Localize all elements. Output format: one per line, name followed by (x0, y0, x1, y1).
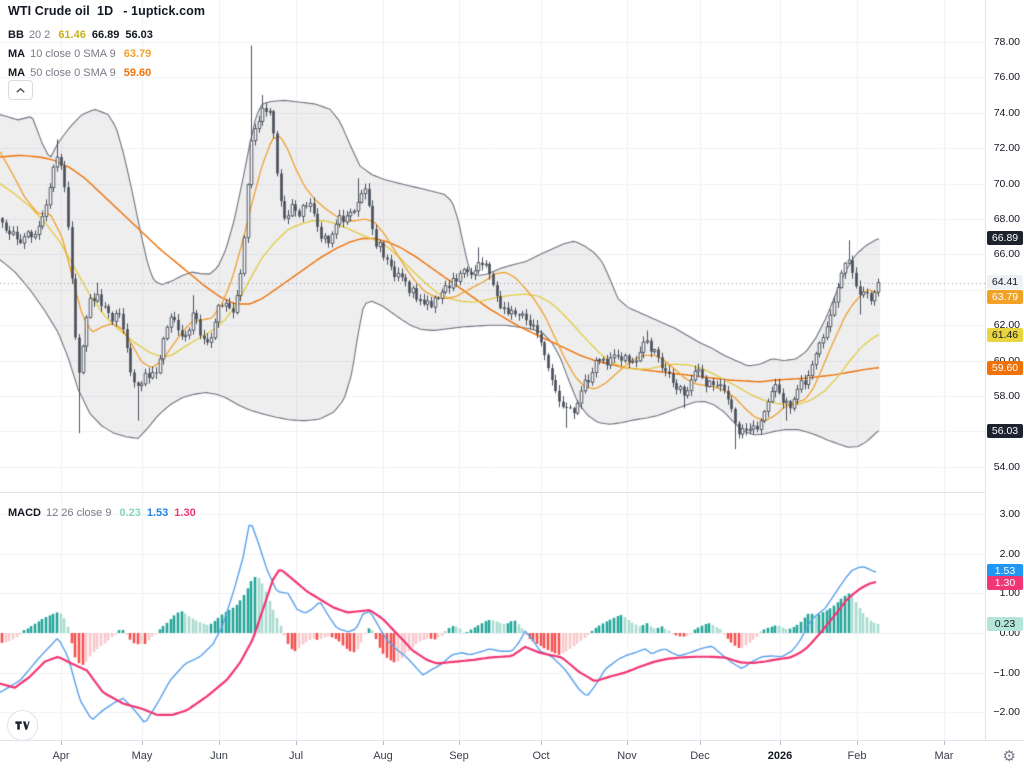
bb-lower-value: 56.03 (125, 28, 153, 41)
time-axis-label: Aug (373, 750, 393, 762)
time-axis-tick (61, 741, 62, 745)
ma50-indicator-name: MA (8, 66, 26, 79)
price-tick-label: 3.00 (999, 508, 1020, 521)
legend-row-bb[interactable]: BB 20 2 61.46 66.89 56.03 (8, 25, 205, 44)
pane-divider[interactable] (0, 492, 1024, 493)
time-axis-label: Dec (690, 750, 710, 762)
time-axis-tick (219, 741, 220, 745)
macd-hist-value: 0.23 (119, 506, 141, 519)
bb-params: 20 2 (28, 28, 51, 41)
legend-collapse-button[interactable] (8, 80, 33, 100)
time-axis-tick (142, 741, 143, 745)
price-axis-badge: 63.79 (987, 290, 1023, 304)
price-tick-label: 54.00 (993, 460, 1020, 473)
price-tick-label: 2.00 (999, 547, 1020, 560)
time-axis-label: Jul (288, 750, 304, 762)
time-axis[interactable]: ⚙ Apr May Jun Jul Aug Sep Oct Nov Dec 2026 Feb Mar (0, 740, 1024, 768)
macd-line-value: 1.53 (146, 506, 169, 519)
time-axis-tick (541, 741, 542, 745)
price-axis[interactable]: 78.00 76.00 74.00 72.00 70.00 68.00 66.00 62.00… (985, 0, 1024, 740)
macd-signal-value: 1.30 (174, 506, 196, 519)
macd-indicator-canvas[interactable] (0, 492, 985, 740)
time-axis-label: Oct (532, 750, 550, 762)
price-axis-badge: 59.60 (987, 361, 1023, 375)
bb-indicator-name: BB (8, 28, 24, 41)
time-axis-label: 2026 (767, 750, 793, 762)
tradingview-logo[interactable] (7, 710, 38, 741)
price-tick-label: 70.00 (993, 177, 1020, 190)
legend-row-ma50[interactable]: MA 50 close 0 SMA 9 59.60 (8, 63, 205, 82)
bb-upper-value: 66.89 (91, 28, 120, 41)
legend-row-macd[interactable]: MACD 12 26 close 9 0.23 1.53 1.30 (8, 503, 202, 522)
ma50-value: 59.60 (123, 66, 152, 79)
symbol-title[interactable]: WTI Crude oil 1D - 1uptick.com (8, 4, 205, 18)
price-tick-label: −1.00 (993, 666, 1020, 679)
price-axis-badge: 61.46 (987, 328, 1023, 342)
price-axis-badge: 1.30 (987, 576, 1023, 590)
price-tick-label: 78.00 (993, 36, 1020, 48)
main-price-chart-canvas[interactable] (0, 0, 985, 492)
macd-indicator-name: MACD (8, 506, 41, 519)
price-tick-label: 74.00 (993, 106, 1020, 119)
bb-basis-value: 61.46 (58, 28, 86, 41)
price-axis-badge: 66.89 (987, 231, 1023, 245)
chevron-up-icon (16, 87, 25, 93)
time-axis-label: Jun (210, 750, 228, 762)
time-axis-label: Feb (847, 750, 867, 762)
time-axis-tick (780, 741, 781, 745)
price-tick-label: 76.00 (993, 71, 1020, 84)
symbol-name: WTI Crude oil (8, 4, 90, 18)
legend-row-ma10[interactable]: MA 10 close 0 SMA 9 63.79 (8, 44, 205, 63)
price-axis-badge: 1.53 (987, 564, 1023, 578)
time-axis-tick (700, 741, 701, 745)
ma10-indicator-name: MA (8, 47, 26, 60)
settings-gear-icon[interactable]: ⚙ (1002, 747, 1016, 765)
price-axis-badge: 64.41 (987, 275, 1023, 289)
time-axis-label: Sep (449, 750, 469, 762)
price-tick-label: 72.00 (993, 142, 1020, 155)
main-legend: WTI Crude oil 1D - 1uptick.com BB 20 2 61… (8, 4, 205, 82)
time-axis-label: May (131, 750, 153, 762)
time-axis-tick (627, 741, 628, 745)
time-axis-tick (296, 741, 297, 745)
ma50-params: 50 close 0 SMA 9 (30, 66, 116, 79)
price-axis-badge: 56.03 (987, 424, 1023, 438)
time-axis-tick (944, 741, 945, 745)
ma10-params: 10 close 0 SMA 9 (30, 47, 116, 60)
macd-params: 12 26 close 9 (46, 506, 112, 519)
price-tick-label: 66.00 (993, 248, 1020, 261)
time-axis-label: Mar (934, 750, 954, 762)
ma10-value: 63.79 (123, 47, 152, 60)
time-axis-label: Nov (617, 750, 637, 762)
price-tick-label: 58.00 (993, 390, 1020, 402)
price-tick-label: 1.00 (999, 587, 1020, 600)
interval-label: 1D (97, 4, 114, 18)
time-axis-tick (383, 741, 384, 745)
price-axis-badge: 0.23 (987, 617, 1023, 631)
price-tick-label: −2.00 (993, 706, 1020, 719)
price-tick-label: 68.00 (993, 213, 1020, 225)
macd-legend: MACD 12 26 close 9 0.23 1.53 1.30 (8, 503, 202, 522)
time-axis-tick (459, 741, 460, 745)
source-label: - 1uptick.com (123, 4, 206, 18)
tradingview-logo-icon (15, 721, 30, 730)
time-axis-tick (857, 741, 858, 745)
time-axis-label: Apr (52, 750, 70, 762)
